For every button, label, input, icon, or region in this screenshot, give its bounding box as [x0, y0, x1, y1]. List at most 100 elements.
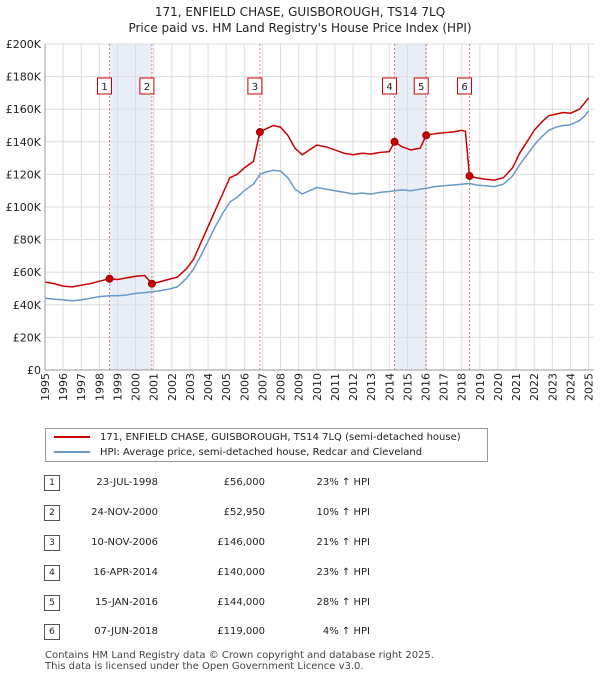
y-tick-label: £20K — [13, 331, 42, 344]
x-tick-label: 2023 — [546, 373, 559, 401]
footer-copyright: Contains HM Land Registry data © Crown c… — [45, 650, 434, 661]
x-tick-label: 2002 — [166, 373, 179, 401]
sale-number-badge: 1 — [44, 475, 60, 491]
x-tick-label: 2018 — [456, 373, 469, 401]
sale-label-number: 3 — [252, 82, 258, 93]
series-line-hpi — [44, 110, 590, 302]
table-row: 3 10-NOV-2006 £146,000 21% ↑ HPI — [0, 533, 600, 553]
sale-label-number: 1 — [101, 82, 107, 93]
legend-swatch-hpi — [54, 451, 90, 453]
sale-date: 15-JAN-2016 — [94, 597, 158, 608]
table-row: 5 15-JAN-2016 £144,000 28% ↑ HPI — [0, 593, 600, 613]
legend-label-property: 171, ENFIELD CHASE, GUISBOROUGH, TS14 7L… — [100, 432, 461, 443]
x-tick-label: 2011 — [329, 373, 342, 401]
sale-label-box — [382, 77, 398, 95]
x-tick-label: 1999 — [111, 373, 124, 401]
sale-date: 16-APR-2014 — [93, 567, 158, 578]
sale-number-badge: 4 — [44, 565, 60, 581]
y-tick-label: £80K — [13, 234, 42, 247]
y-tick-label: £200K — [6, 38, 42, 51]
sale-label-box — [97, 77, 113, 95]
x-tick-label: 2017 — [438, 373, 451, 401]
x-tick-label: 1995 — [39, 373, 52, 401]
sale-hpi-diff: 10% ↑ HPI — [316, 507, 370, 518]
x-tick-label: 2020 — [492, 373, 505, 401]
sale-label-number: 2 — [144, 82, 150, 93]
x-tick-label: 2015 — [401, 373, 414, 401]
x-tick-label: 2021 — [510, 373, 523, 401]
sale-hpi-diff: 23% ↑ HPI — [316, 567, 370, 578]
sale-point — [390, 137, 399, 146]
legend-swatch-property — [54, 436, 90, 438]
x-tick-label: 2006 — [238, 373, 251, 401]
sale-label-number: 6 — [461, 82, 467, 93]
x-tick-label: 2013 — [365, 373, 378, 401]
sale-hpi-diff: 28% ↑ HPI — [316, 597, 370, 608]
x-tick-label: 2022 — [528, 373, 541, 401]
price-chart: 1 2 3 4 5 6 £0 £20K £40K £60K £80K £100K £120K £140K £… — [6, 38, 596, 401]
sale-price: £56,000 — [223, 477, 265, 488]
sale-label-box — [457, 77, 473, 95]
y-tick-label: £120K — [6, 168, 42, 181]
sale-number-badge: 6 — [44, 624, 60, 640]
y-tick-label: £160K — [6, 103, 42, 116]
y-tick-label: £40K — [13, 299, 42, 312]
x-tick-label: 2010 — [311, 373, 324, 401]
sale-number-badge: 3 — [44, 535, 60, 551]
x-tick-label: 2009 — [293, 373, 306, 401]
sale-price: £52,950 — [223, 507, 265, 518]
sale-price: £119,000 — [217, 626, 265, 637]
sale-label-number: 5 — [418, 82, 424, 93]
x-tick-label: 2024 — [564, 373, 577, 401]
x-tick-label: 2016 — [419, 373, 432, 401]
y-tick-label: £60K — [13, 266, 42, 279]
x-tick-label: 2019 — [474, 373, 487, 401]
sale-point — [465, 172, 474, 181]
y-tick-label: £180K — [6, 71, 42, 84]
legend-item-hpi: HPI: Average price, semi-detached house,… — [54, 445, 422, 461]
sale-label-box — [413, 77, 429, 95]
x-tick-label: 2001 — [148, 373, 161, 401]
y-tick-label: £140K — [6, 136, 42, 149]
sale-label-box — [247, 77, 263, 95]
y-tick-label: £100K — [6, 201, 42, 214]
x-tick-label: 2007 — [256, 373, 269, 401]
sale-hpi-diff: 21% ↑ HPI — [316, 537, 370, 548]
sale-hpi-diff: 4% ↑ HPI — [322, 626, 370, 637]
sale-price: £144,000 — [217, 597, 265, 608]
footer: Contains HM Land Registry data © Crown c… — [45, 650, 434, 672]
chart-subtitle: Price paid vs. HM Land Registry's House … — [128, 21, 472, 35]
x-tick-label: 1996 — [57, 373, 70, 401]
table-row: 2 24-NOV-2000 £52,950 10% ↑ HPI — [0, 503, 600, 523]
sale-number-badge: 2 — [44, 505, 60, 521]
x-tick-label: 2012 — [347, 373, 360, 401]
sale-date: 24-NOV-2000 — [91, 507, 158, 518]
legend-label-hpi: HPI: Average price, semi-detached house,… — [100, 447, 423, 458]
x-tick-label: 2004 — [202, 373, 215, 401]
sale-hpi-diff: 23% ↑ HPI — [316, 477, 370, 488]
x-tick-label: 2008 — [275, 373, 288, 401]
x-tick-label: 2025 — [583, 373, 596, 401]
footer-licence: This data is licensed under the Open Gov… — [45, 661, 364, 672]
x-tick-label: 1997 — [75, 373, 88, 401]
sale-label-number: 4 — [386, 82, 392, 93]
x-tick-label: 1998 — [93, 373, 106, 401]
x-tick-label: 2014 — [383, 373, 396, 401]
sale-point — [105, 274, 114, 283]
table-row: 1 23-JUL-1998 £56,000 23% ↑ HPI — [0, 473, 600, 493]
table-row: 6 07-JUN-2018 £119,000 4% ↑ HPI — [0, 622, 600, 642]
sale-point — [422, 131, 431, 140]
sale-point — [147, 279, 156, 288]
y-tick-label: £0 — [27, 364, 41, 377]
sale-date: 23-JUL-1998 — [96, 477, 158, 488]
x-tick-label: 2003 — [184, 373, 197, 401]
sale-date: 10-NOV-2006 — [91, 537, 158, 548]
x-tick-label: 2000 — [130, 373, 143, 401]
sale-label-box — [139, 77, 155, 95]
sale-price: £140,000 — [217, 567, 265, 578]
series-line-property — [44, 97, 590, 288]
chart-title: 171, ENFIELD CHASE, GUISBOROUGH, TS14 7L… — [154, 5, 446, 19]
sale-date: 07-JUN-2018 — [94, 626, 158, 637]
x-tick-label: 2005 — [220, 373, 233, 401]
sale-number-badge: 5 — [44, 595, 60, 611]
